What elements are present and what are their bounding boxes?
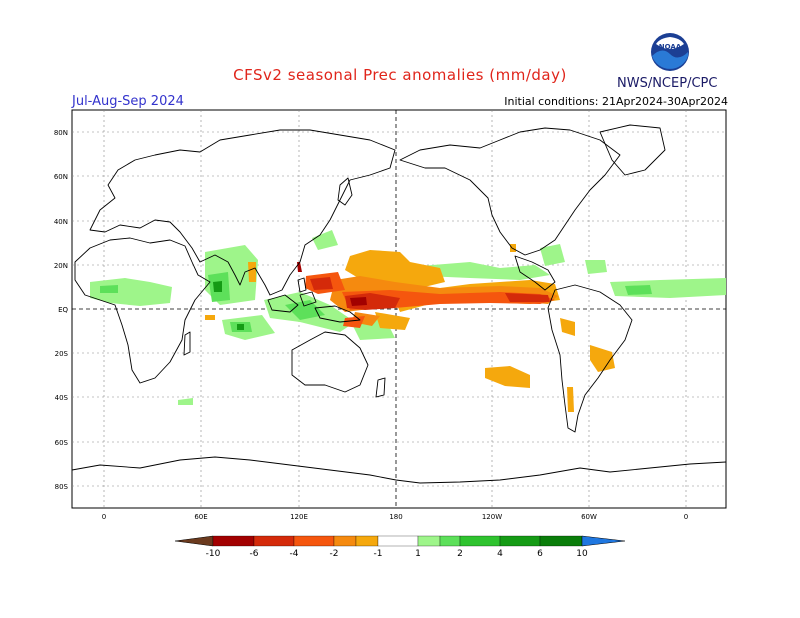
- lat-label-60s: 60S: [55, 439, 69, 447]
- colorbar-tick-label: 10: [576, 549, 588, 559]
- agency-label: NWS/NCEP/CPC: [617, 76, 718, 91]
- colorbar-tick-label: -4: [290, 549, 299, 559]
- lat-label-20n: 20N: [54, 262, 68, 270]
- anomaly-fields: [90, 230, 726, 412]
- colorbar-swatch: [439, 535, 461, 547]
- noaa-logo-text: NOAA: [659, 43, 682, 51]
- colorbar-tick-label: -1: [374, 549, 383, 559]
- colorbar-tick-label: -6: [250, 549, 259, 559]
- colorbar-swatch: [417, 535, 441, 547]
- colorbar-swatch: [377, 535, 419, 547]
- colorbar-arrow-low: [174, 535, 214, 547]
- lon-label-60w: 60W: [581, 513, 597, 521]
- lat-label-eq: EQ: [58, 306, 68, 314]
- colorbar-swatch: [539, 535, 583, 547]
- lat-label-80s: 80S: [55, 483, 69, 491]
- chart-title: CFSv2 seasonal Prec anomalies (mm/day): [233, 66, 567, 84]
- lon-label-180: 180: [389, 513, 402, 521]
- colorbar-tick-label: 1: [415, 549, 421, 559]
- lat-label-40s: 40S: [55, 394, 69, 402]
- colorbar-swatch: [355, 535, 379, 547]
- noaa-logo-icon: NOAA: [651, 33, 689, 71]
- colorbar-swatch: [499, 535, 541, 547]
- lat-label-20s: 20S: [55, 350, 69, 358]
- lon-labels: 0 60E 120E 180 120W 60W 0: [102, 513, 688, 521]
- lat-label-80n: 80N: [54, 129, 68, 137]
- colorbar-tick-label: 6: [537, 549, 543, 559]
- season-label: Jul-Aug-Sep 2024: [72, 94, 184, 109]
- colorbar-tick-label: 2: [457, 549, 463, 559]
- colorbar-swatch: [293, 535, 335, 547]
- colorbar-swatch: [459, 535, 501, 547]
- colorbar-tick-label: -10: [206, 549, 221, 559]
- lon-label-120e: 120E: [290, 513, 308, 521]
- lat-label-40n: 40N: [54, 218, 68, 226]
- colorbar-tick-label: -2: [330, 549, 339, 559]
- lon-label-60e: 60E: [194, 513, 207, 521]
- initial-conditions-label: Initial conditions: 21Apr2024-30Apr2024: [504, 95, 728, 108]
- colorbar: -10 -6 -4 -2 -1 1 2 4 6 10: [174, 535, 626, 559]
- lon-label-120w: 120W: [482, 513, 502, 521]
- colorbar-swatch: [253, 535, 295, 547]
- colorbar-tick-label: 4: [497, 549, 503, 559]
- coastlines: [71, 124, 727, 484]
- lon-label-0: 0: [102, 513, 106, 521]
- colorbar-arrow-high: [581, 535, 626, 547]
- colorbar-swatch: [333, 535, 357, 547]
- lat-labels: 80N 60N 40N 20N EQ 20S 40S 60S 80S: [54, 129, 69, 491]
- colorbar-swatch: [212, 535, 255, 547]
- lat-label-60n: 60N: [54, 173, 68, 181]
- lon-label-0-east: 0: [684, 513, 688, 521]
